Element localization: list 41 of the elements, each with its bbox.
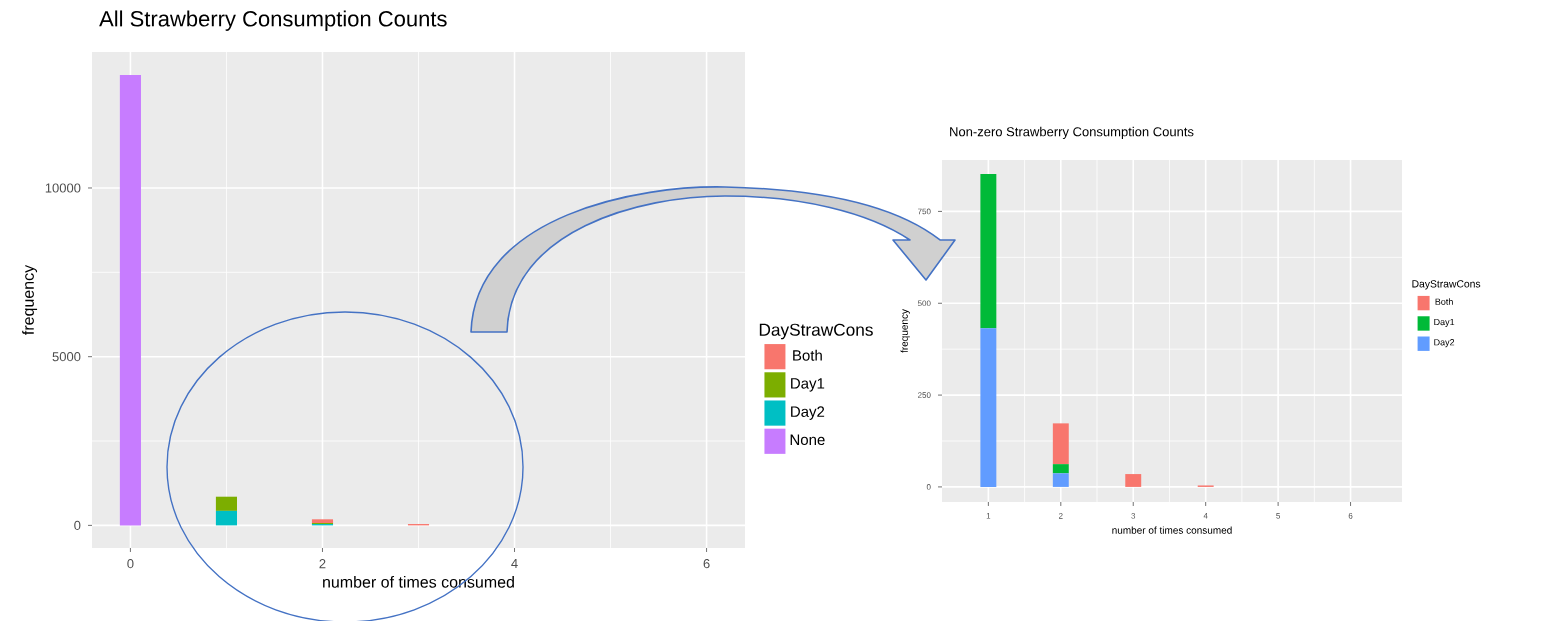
- x-tick-label: 6: [703, 559, 710, 569]
- y-axis-title: frequency: [22, 264, 38, 335]
- legend-title: DayStrawCons: [1412, 280, 1481, 290]
- y-tick-label: 750: [918, 208, 931, 215]
- bar: [1052, 464, 1069, 474]
- bar: [215, 510, 238, 526]
- y-tick-label: 250: [918, 392, 931, 398]
- x-tick-label: 2: [319, 559, 326, 569]
- x-tick-label: 2: [1058, 513, 1063, 519]
- x-tick-label: 5: [1276, 513, 1280, 519]
- y-tick-label: 500: [917, 300, 931, 307]
- legend-label: Both: [793, 349, 822, 361]
- x-tick-label: 4: [511, 559, 518, 568]
- legend-label: Day2: [791, 406, 825, 420]
- x-tick-label: 1: [986, 513, 991, 519]
- x-tick-label: 4: [1203, 513, 1208, 519]
- x-axis-title: number of times consumed: [1112, 526, 1232, 534]
- legend-label: Both: [1435, 298, 1453, 305]
- y-axis-title: frequency: [900, 309, 910, 353]
- x-tick-label: 3: [1131, 513, 1136, 519]
- legend-label: Day2: [1434, 339, 1455, 348]
- bar: [1052, 473, 1069, 487]
- y-tick-label: 0: [74, 520, 81, 530]
- x-tick-label: 0: [127, 559, 134, 569]
- bar: [1052, 423, 1069, 465]
- bar: [1125, 474, 1142, 487]
- y-tick-label: 5000: [52, 352, 81, 362]
- chart-title: Non-zero Strawberry Consumption Counts: [950, 126, 1194, 139]
- bar: [311, 519, 334, 524]
- legend-label: Day1: [791, 378, 825, 392]
- bar: [980, 173, 997, 329]
- legend-label: None: [790, 434, 825, 446]
- bar: [119, 74, 141, 526]
- y-tick-label: 10000: [45, 183, 81, 193]
- bar: [215, 496, 238, 511]
- legend-title: DayStrawCons: [759, 323, 873, 340]
- x-tick-label: 6: [1348, 513, 1353, 519]
- chart-title: All Strawberry Consumption Counts: [99, 10, 447, 31]
- y-tick-label: 0: [926, 484, 931, 490]
- legend-label: Day1: [1434, 318, 1455, 327]
- bar: [980, 328, 997, 487]
